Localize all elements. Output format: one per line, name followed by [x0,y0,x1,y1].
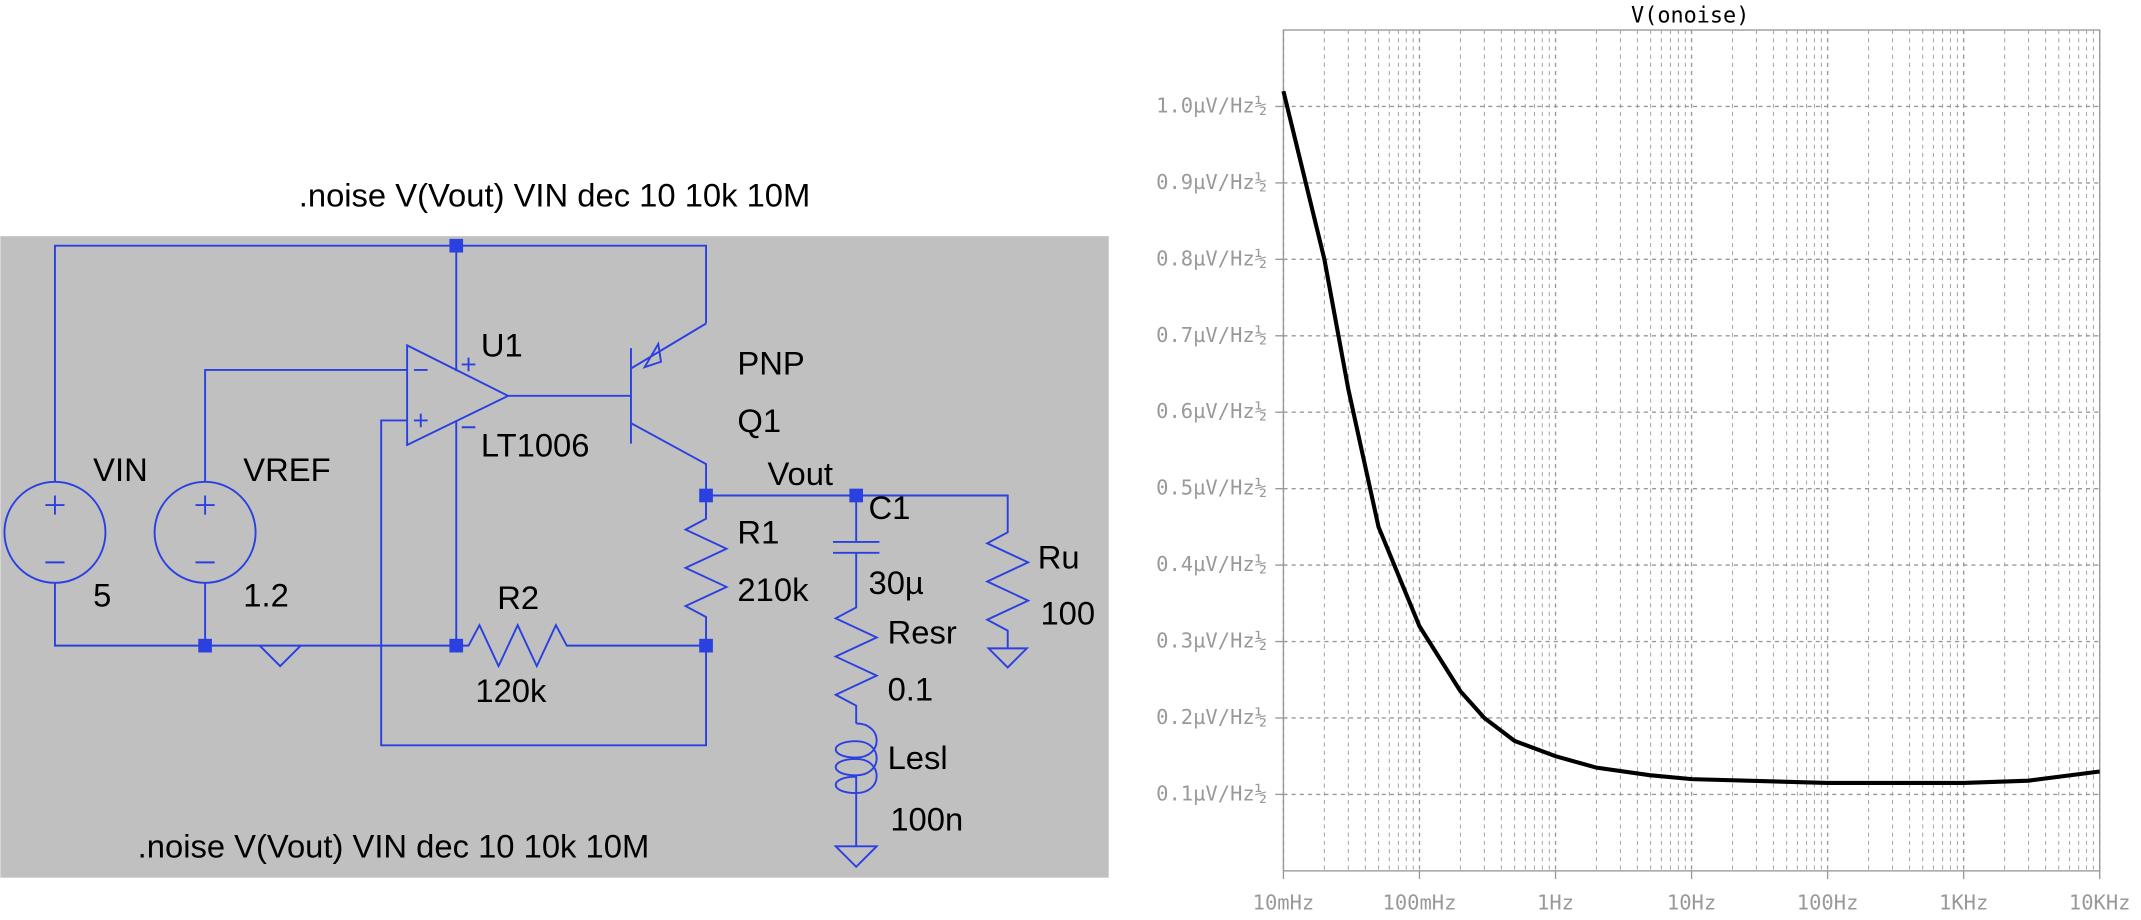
directive: .noise V(Vout) VIN dec 10 10k 10M [138,828,650,865]
component-value: 100n [890,800,963,837]
component-name: VREF [243,451,330,488]
component-value: LT1006 [481,426,590,463]
series-line [1281,90,2100,786]
y-tick-label: 0.6µV/Hz½ [1156,399,1267,423]
x-tick-label: 100mHz [1383,891,1457,915]
component-name: Q1 [737,402,781,439]
component-value: 30µ [868,564,923,601]
component-name: Lesl [888,739,948,776]
y-tick-label: 0.8µV/Hz½ [1156,246,1267,270]
y-tick-label: 0.7µV/Hz½ [1156,323,1267,347]
x-tick-label: 10KHz [2069,891,2131,915]
y-tick-label: 0.5µV/Hz½ [1156,476,1267,500]
component-value: 120k [475,672,547,709]
schematic-background [0,236,1109,878]
component-name: C1 [868,489,910,526]
y-tick-label: 0.1µV/Hz½ [1156,781,1267,805]
y-tick-label: 0.2µV/Hz½ [1156,705,1267,729]
component-value: 210k [737,571,809,608]
component-name: VIN [93,451,148,488]
plot: V(onoise) 10mHz 100mHz 1Hz 10Hz 100Hz 1KHz 10K… [1156,3,2130,914]
component-name: Ru [1038,538,1080,575]
x-tick-label: 1Hz [1537,891,1574,915]
y-tick-label: 1.0µV/Hz½ [1156,93,1267,117]
y-tick-label: 0.9µV/Hz½ [1156,170,1267,194]
wires [3,244,1031,869]
x-tick-label: 10Hz [1667,891,1716,915]
component-value: PNP [737,344,804,381]
component-value: 0.1 [888,671,934,708]
component-name: Resr [888,613,957,650]
chart-title: V(onoise) [1631,3,1749,28]
component-name: U1 [481,327,523,364]
directive: .noise V(Vout) VIN dec 10 10k 10M [299,177,811,214]
x-tick-label: 100Hz [1797,891,1859,915]
component-value: 5 [93,577,111,614]
nodes [198,238,864,653]
component-value: 1.2 [243,577,289,614]
y-tick-label: 0.3µV/Hz½ [1156,629,1267,653]
y-tick-label: 0.4µV/Hz½ [1156,552,1267,576]
x-tick-label: 10mHz [1253,891,1315,915]
x-tick-label: 1KHz [1939,891,1988,915]
schematic: .noise V(Vout) VIN dec 10 10k 10M .noise… [0,177,1109,878]
net-label: Vout [767,455,833,492]
component-name: R1 [737,514,779,551]
component-name: R2 [497,579,539,616]
component-value: 100 [1040,594,1095,631]
